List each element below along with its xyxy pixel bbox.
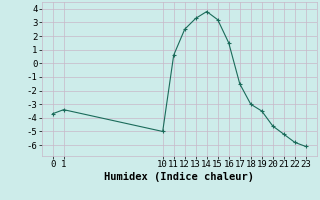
X-axis label: Humidex (Indice chaleur): Humidex (Indice chaleur) — [104, 172, 254, 182]
